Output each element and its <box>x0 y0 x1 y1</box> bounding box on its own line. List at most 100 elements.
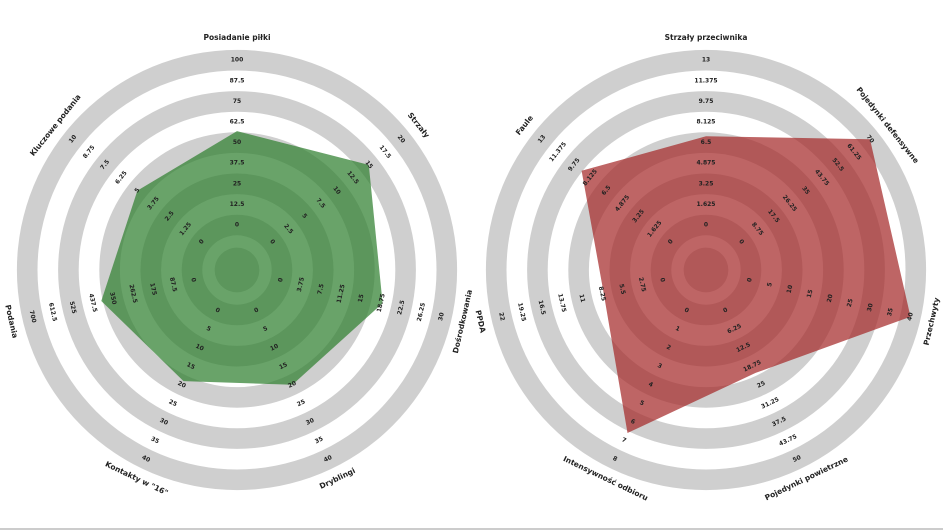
tick-label: 700 <box>28 310 38 324</box>
tick-label: 4 <box>647 381 654 389</box>
tick-label: 35 <box>314 435 325 445</box>
tick-label: 0 <box>746 277 754 283</box>
tick-label: 87.5 <box>230 77 245 84</box>
tick-label: 15 <box>185 361 196 371</box>
radar-area <box>101 131 383 385</box>
tick-label: 100 <box>231 57 244 64</box>
tick-label: 13 <box>702 57 710 64</box>
tick-label: 25 <box>846 298 855 308</box>
tick-label: 16.5 <box>537 300 547 316</box>
tick-label: 0 <box>704 222 708 229</box>
tick-label: 9.75 <box>699 98 714 105</box>
tick-label: 50 <box>233 139 241 146</box>
tick-label: 35 <box>886 307 895 317</box>
tick-label: 0 <box>683 306 690 314</box>
radar-area <box>581 136 911 434</box>
tick-label: 25 <box>296 398 307 408</box>
tick-label: 350 <box>108 291 118 305</box>
tick-label: 25 <box>756 380 767 390</box>
tick-label: 11.25 <box>336 284 347 304</box>
tick-label: 26.25 <box>416 302 427 322</box>
tick-label: 40 <box>141 454 152 464</box>
tick-label: 0 <box>235 222 239 229</box>
tick-label: 262.5 <box>127 284 138 304</box>
tick-label: 15 <box>278 361 289 371</box>
tick-label: 22 <box>497 312 506 322</box>
tick-label: 13 <box>537 134 548 145</box>
tick-label: 12.5 <box>230 201 245 208</box>
tick-label: 3.75 <box>296 277 306 293</box>
tick-label: 5 <box>766 282 774 288</box>
tick-label: 10 <box>331 185 342 196</box>
tick-label: 0 <box>268 238 276 246</box>
tick-label: 0 <box>189 277 197 283</box>
tick-label: 0 <box>722 306 729 314</box>
tick-label: 18.75 <box>376 293 387 313</box>
tick-label: 4.875 <box>697 160 716 167</box>
tick-label: 0 <box>214 306 221 314</box>
tick-label: 70 <box>865 134 876 145</box>
tick-label: 0 <box>198 238 206 246</box>
parameter-label: Posiadanie piłki <box>203 33 270 42</box>
tick-label: 2.75 <box>637 277 647 293</box>
tick-label: 50 <box>792 454 803 464</box>
tick-label: 30 <box>437 312 446 322</box>
tick-label: 5 <box>638 399 645 407</box>
tick-label: 5 <box>205 325 212 333</box>
tick-label: 30 <box>866 303 875 313</box>
tick-label: 3.25 <box>699 180 714 187</box>
tick-label: 15 <box>357 293 366 303</box>
tick-label: 0 <box>658 277 666 283</box>
tick-label: 3 <box>656 362 663 370</box>
tick-label: 10 <box>786 284 795 294</box>
tick-label: 0 <box>253 306 260 314</box>
tick-label: 20 <box>176 380 187 390</box>
tick-label: 7 <box>621 436 628 444</box>
tick-label: 19.25 <box>516 302 527 322</box>
tick-label: 5.5 <box>617 283 626 295</box>
tick-label: 6.5 <box>701 139 712 146</box>
tick-label: 62.5 <box>230 119 245 126</box>
tick-label: 15 <box>806 289 815 299</box>
tick-label: 35 <box>800 185 811 196</box>
tick-label: 10 <box>194 343 205 353</box>
tick-label: 5 <box>262 325 269 333</box>
tick-label: 8.25 <box>597 286 607 302</box>
tick-label: 612.5 <box>47 302 58 322</box>
tick-label: 87.5 <box>168 277 178 293</box>
tick-label: 6 <box>629 418 636 426</box>
tick-label: 22.5 <box>396 300 406 316</box>
tick-label: 25 <box>233 180 241 187</box>
tick-label: 10 <box>269 343 280 353</box>
tick-label: 8.125 <box>697 119 716 126</box>
tick-label: 7.5 <box>316 283 325 295</box>
tick-label: 37.5 <box>230 160 245 167</box>
tick-label: 35 <box>150 435 161 445</box>
tick-label: 1.625 <box>697 201 716 208</box>
tick-label: 0 <box>737 238 745 246</box>
tick-label: 20 <box>287 380 298 390</box>
tick-label: 40 <box>323 454 334 464</box>
tick-label: 5 <box>300 212 308 220</box>
tick-label: 11.375 <box>694 77 717 84</box>
tick-label: 75 <box>233 98 241 105</box>
tick-label: 175 <box>148 282 158 296</box>
tick-label: 8 <box>612 455 619 463</box>
tick-label: 437.5 <box>87 293 98 313</box>
tick-label: 0 <box>667 238 675 246</box>
tick-label: 20 <box>396 134 407 145</box>
tick-label: 13.75 <box>556 293 567 313</box>
tick-label: 40 <box>906 312 915 322</box>
tick-label: 20 <box>826 293 835 303</box>
tick-label: 11 <box>577 293 586 303</box>
tick-label: 525 <box>68 301 78 315</box>
tick-label: 1 <box>674 325 681 333</box>
tick-label: 5 <box>133 187 141 195</box>
tick-label: 0 <box>277 277 285 283</box>
tick-label: 30 <box>159 417 170 427</box>
tick-label: 25 <box>168 398 179 408</box>
tick-label: 10 <box>68 134 79 145</box>
parameter-label: Strzały przeciwnika <box>665 33 748 42</box>
tick-label: 2 <box>665 344 672 352</box>
